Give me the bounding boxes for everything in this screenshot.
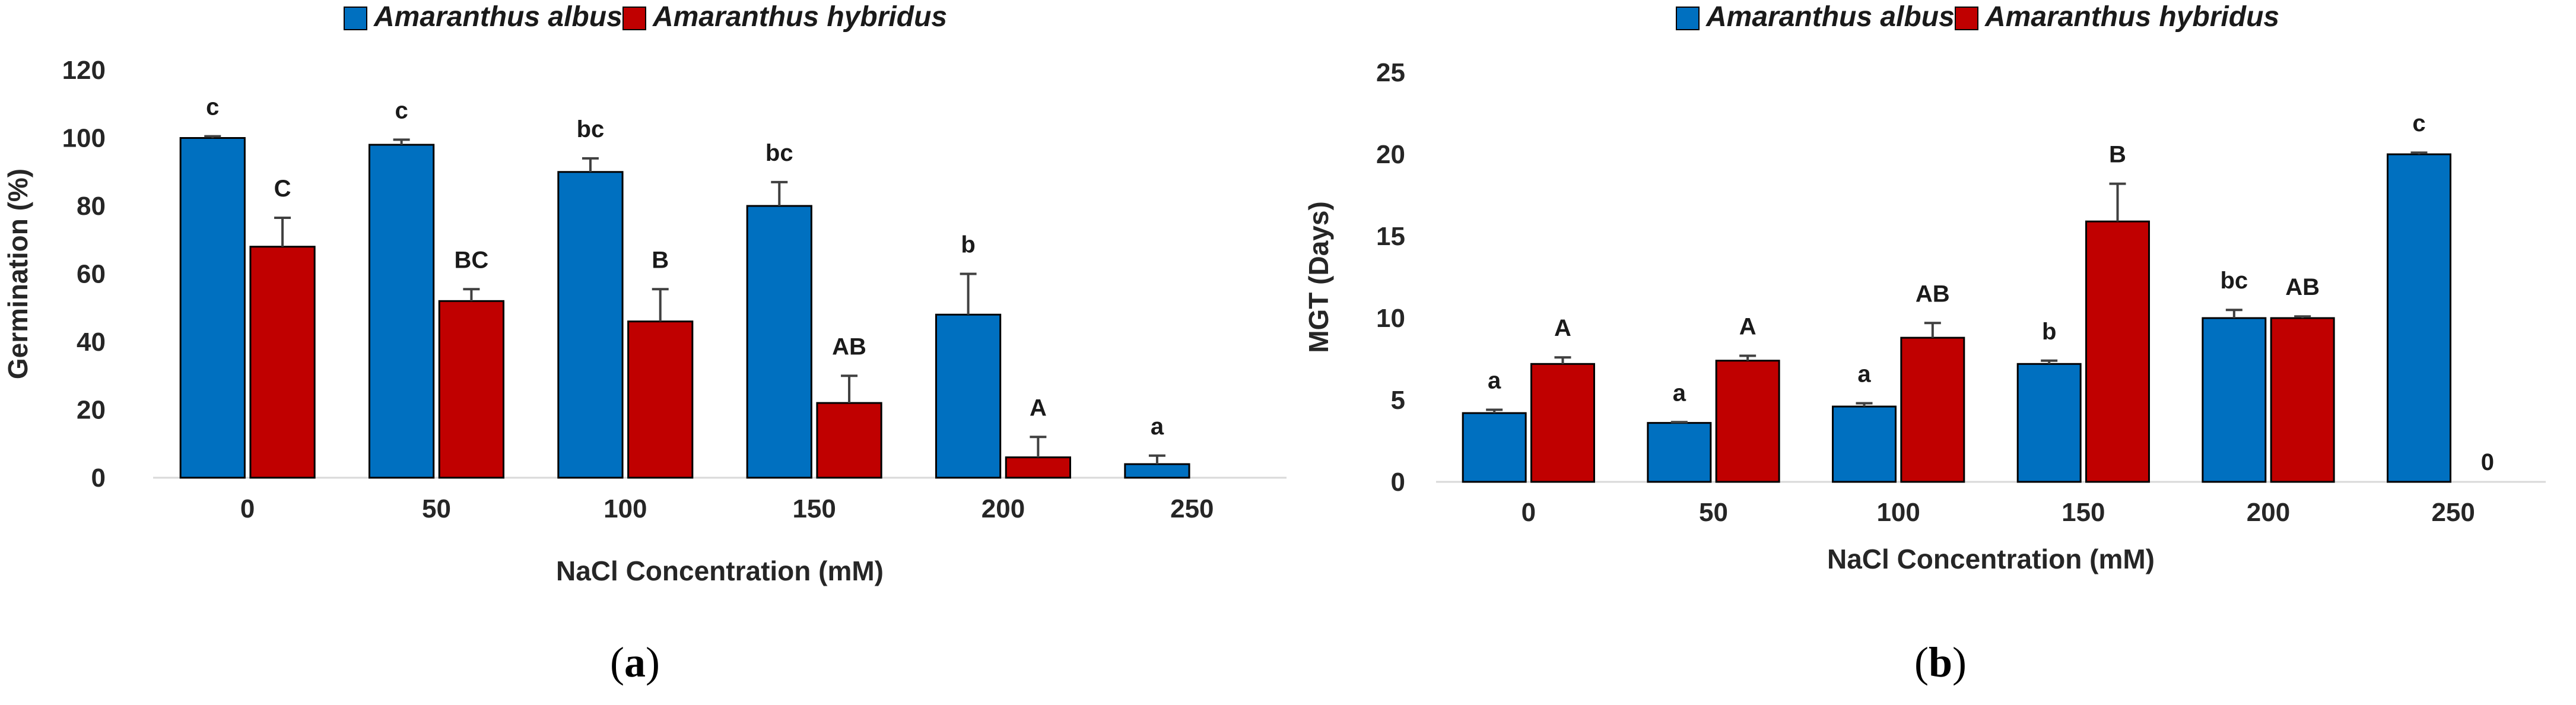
bar-hybridus [2270, 317, 2335, 483]
x-tick-label: 50 [1699, 498, 1728, 527]
legend-swatch-albus [344, 7, 367, 30]
y-tick-label: 5 [1391, 386, 1405, 415]
bar-albus [1832, 405, 1897, 483]
y-tick-label: 10 [1376, 304, 1405, 333]
bar-hybridus [438, 300, 505, 479]
bar-albus [935, 313, 1002, 479]
bar-hybridus [627, 320, 694, 479]
germination-chart: 0 20 40 60 80 100 120 c c bc bc b a C BC B AB A 0 50 100 150 2… [2, 1, 1287, 686]
significance-label: BC [455, 247, 489, 273]
y-tick-label: 15 [1376, 222, 1405, 251]
legend: Amaranthus albus Amaranthus hybridus [1676, 1, 2279, 33]
significance-label: c [395, 97, 408, 123]
legend-label: Amaranthus albus [373, 1, 622, 33]
bar-albus [1462, 412, 1527, 483]
x-axis-title: NaCl Concentration (mM) [1827, 544, 2155, 574]
bar-hybridus [1900, 336, 1965, 483]
x-tick-label: 0 [240, 494, 255, 523]
bar-albus [1647, 422, 1712, 483]
x-tick-label: 100 [603, 494, 647, 523]
significance-label: a [1673, 380, 1686, 406]
x-tick-label: 250 [1170, 494, 1214, 523]
bar-albus [557, 171, 624, 479]
bar-hybridus [249, 246, 316, 479]
x-tick-label: 150 [792, 494, 836, 523]
y-tick-label: 25 [1376, 58, 1405, 87]
x-tick-label: 50 [422, 494, 451, 523]
bar-albus [2016, 363, 2082, 483]
mgt-chart: 0 5 10 15 20 25 a a a b bc c A A AB B AB 0 0 50 100 150 200 250… [1303, 1, 2546, 686]
legend: Amaranthus albus Amaranthus hybridus [344, 1, 947, 33]
significance-label: bc [2220, 268, 2248, 294]
y-tick-label: 120 [62, 56, 106, 85]
significance-label: bc [766, 140, 793, 166]
significance-label: a [1151, 414, 1164, 440]
legend-label: Amaranthus hybridus [652, 1, 947, 33]
panel-label: (a) [610, 639, 660, 686]
x-tick-label: 200 [2247, 498, 2290, 527]
significance-label: A [1030, 395, 1047, 421]
bar-albus [179, 137, 246, 479]
bar-hybridus [1530, 363, 1595, 483]
significance-label: A [1554, 315, 1571, 341]
y-tick-label: 0 [91, 463, 106, 493]
bar-albus [2202, 317, 2267, 483]
significance-label: AB [1916, 281, 1950, 307]
significance-label: b [961, 232, 975, 258]
bar-albus [368, 144, 435, 479]
bar-albus [1124, 463, 1190, 479]
x-tick-label: 200 [982, 494, 1025, 523]
y-tick-label: 20 [77, 396, 106, 425]
legend-swatch-hybridus [1955, 7, 1978, 30]
bar-hybridus [2085, 220, 2150, 483]
significance-label: A [1739, 313, 1756, 339]
y-tick-label: 100 [62, 124, 106, 153]
significance-label: bc [577, 116, 605, 142]
legend-label: Amaranthus albus [1705, 1, 1955, 33]
legend-swatch-hybridus [622, 7, 646, 30]
bar-albus [746, 205, 812, 479]
bar-hybridus [1715, 360, 1780, 483]
significance-label: a [1488, 368, 1501, 394]
bar-hybridus [816, 402, 882, 479]
x-tick-label: 150 [2062, 498, 2105, 527]
x-tick-label: 250 [2431, 498, 2475, 527]
y-tick-label: 40 [77, 328, 106, 357]
y-axis-title: MGT (Days) [1303, 201, 1334, 353]
y-tick-label: 60 [77, 260, 106, 289]
legend-label: Amaranthus hybridus [1984, 1, 2279, 33]
significance-label: c [206, 94, 219, 120]
panel-label: (b) [1914, 639, 1967, 686]
significance-label: 0 [2481, 449, 2494, 475]
significance-label: B [652, 247, 669, 273]
x-axis-title: NaCl Concentration (mM) [556, 555, 884, 586]
legend-swatch-albus [1676, 7, 1700, 30]
significance-label: B [2109, 142, 2126, 168]
significance-label: c [2412, 110, 2425, 136]
significance-label: a [1857, 361, 1871, 388]
panel-letter: b [1929, 639, 1952, 686]
x-tick-label: 100 [1876, 498, 1920, 527]
y-tick-label: 80 [77, 192, 106, 221]
y-tick-label: 0 [1391, 468, 1405, 497]
significance-label: b [2042, 319, 2056, 345]
bar-hybridus [1005, 456, 1072, 479]
significance-label: AB [832, 334, 866, 360]
y-axis-title: Germination (%) [2, 169, 33, 379]
bar-albus [2387, 153, 2451, 483]
x-tick-label: 0 [1522, 498, 1536, 527]
significance-label: C [274, 176, 291, 202]
panel-letter: a [624, 639, 646, 686]
significance-label: AB [2285, 274, 2320, 300]
y-tick-label: 20 [1376, 140, 1405, 169]
